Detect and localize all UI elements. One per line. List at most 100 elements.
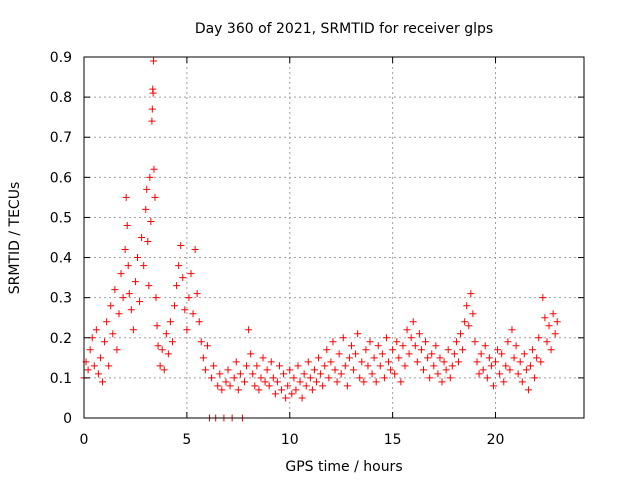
data-point	[183, 326, 191, 334]
data-point	[103, 318, 111, 326]
data-point	[257, 374, 265, 382]
data-point	[448, 362, 456, 370]
data-point	[208, 374, 216, 382]
data-point	[551, 330, 559, 338]
data-point	[284, 382, 292, 390]
data-point	[471, 338, 479, 346]
data-point	[325, 374, 333, 382]
data-point	[269, 374, 277, 382]
data-point	[298, 394, 306, 402]
data-point	[473, 358, 481, 366]
data-point	[86, 346, 94, 354]
data-point	[189, 310, 197, 318]
data-point	[280, 370, 288, 378]
data-point	[267, 358, 275, 366]
data-point	[529, 346, 537, 354]
data-point	[380, 374, 388, 382]
y-tick-label: 0.5	[50, 210, 72, 226]
data-point	[459, 346, 467, 354]
data-point	[407, 334, 415, 342]
data-point	[487, 362, 495, 370]
data-point	[273, 378, 281, 386]
data-point	[436, 354, 444, 362]
data-point	[181, 306, 189, 314]
data-point	[370, 354, 378, 362]
data-point	[549, 310, 557, 318]
data-point	[94, 370, 102, 378]
data-point	[485, 354, 493, 362]
data-point	[450, 350, 458, 358]
y-tick-label: 0.6	[50, 170, 72, 186]
data-point	[265, 382, 273, 390]
data-point	[522, 366, 530, 374]
data-point	[467, 290, 475, 298]
data-point	[535, 334, 543, 342]
data-point	[504, 338, 512, 346]
data-point	[175, 262, 183, 270]
data-point	[374, 342, 382, 350]
data-point	[444, 346, 452, 354]
data-point	[360, 378, 368, 386]
data-point	[101, 338, 109, 346]
data-point	[321, 362, 329, 370]
data-point	[230, 374, 238, 382]
y-tick-label: 0.2	[50, 331, 72, 347]
data-point	[150, 57, 158, 65]
data-point	[391, 370, 399, 378]
data-point	[442, 366, 450, 374]
data-point	[185, 294, 193, 302]
data-point	[214, 382, 222, 390]
data-point	[171, 302, 179, 310]
axis-ticks	[83, 56, 584, 419]
data-point	[259, 354, 267, 362]
data-point	[123, 221, 131, 229]
data-point	[138, 234, 146, 241]
data-point	[99, 378, 107, 386]
data-point	[401, 362, 409, 370]
data-point	[308, 386, 316, 394]
data-point	[191, 246, 199, 254]
data-point	[154, 342, 162, 350]
data-point	[313, 378, 321, 386]
data-point	[358, 358, 366, 366]
data-point	[510, 354, 518, 362]
y-tick-label: 0.8	[50, 90, 72, 106]
data-point	[372, 378, 380, 386]
y-tick-label: 0.1	[50, 371, 72, 387]
data-point	[105, 362, 113, 370]
data-point	[177, 242, 185, 250]
data-point	[543, 338, 551, 346]
data-point	[232, 358, 240, 366]
data-point	[403, 326, 411, 334]
data-point	[409, 318, 417, 326]
data-point	[364, 362, 372, 370]
data-point	[415, 330, 423, 338]
data-point	[92, 326, 100, 334]
data-point	[541, 314, 549, 322]
y-tick-label: 0	[63, 411, 72, 427]
data-point	[187, 270, 195, 278]
data-point	[376, 362, 384, 370]
data-point	[222, 378, 230, 386]
data-point	[483, 374, 491, 382]
data-point	[304, 358, 312, 366]
data-point	[378, 350, 386, 358]
data-point	[333, 378, 341, 386]
data-point	[296, 378, 304, 386]
data-point	[430, 362, 438, 370]
data-point	[343, 382, 351, 390]
data-point	[463, 302, 471, 310]
data-point	[518, 378, 526, 386]
data-point	[173, 282, 181, 290]
data-point	[428, 350, 436, 358]
x-axis-label: GPS time / hours	[285, 459, 402, 475]
data-point	[508, 326, 516, 334]
data-point	[395, 354, 403, 362]
data-point	[179, 274, 187, 282]
data-point	[500, 378, 508, 386]
data-point	[115, 310, 123, 318]
data-point	[461, 318, 469, 326]
data-point	[199, 354, 207, 362]
data-point	[255, 386, 263, 394]
data-point	[251, 382, 259, 390]
